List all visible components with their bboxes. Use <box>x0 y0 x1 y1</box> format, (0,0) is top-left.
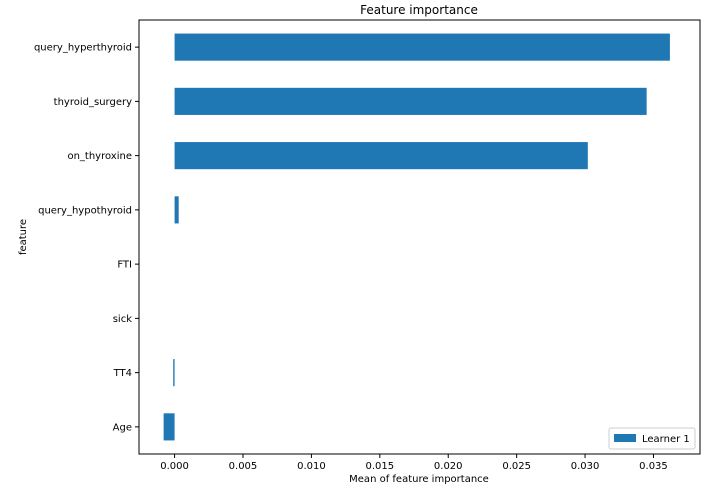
x-tick-label: 0.000 <box>160 461 189 472</box>
bar-TT4 <box>173 359 175 387</box>
bar-on_thyroxine <box>174 142 588 170</box>
x-tick-label: 0.025 <box>502 461 531 472</box>
x-tick-label: 0.015 <box>365 461 394 472</box>
y-tick-label: query_hyperthyroid <box>34 43 132 54</box>
y-tick-label: thyroid_surgery <box>54 97 132 108</box>
legend-label: Learner 1 <box>642 434 690 445</box>
y-tick-label: FTI <box>117 260 132 271</box>
chart-title: Feature importance <box>360 3 478 17</box>
legend-box <box>608 427 696 450</box>
y-axis-ticks: query_hyperthyroid thyroid_surgery on_thyr… <box>34 43 139 433</box>
bar-thyroid_surgery <box>174 87 647 115</box>
plot-frame <box>138 19 701 455</box>
x-tick-label: 0.010 <box>297 461 326 472</box>
x-axis-ticks: 0.000 0.005 0.010 0.015 0.020 0.025 0.030 0.035 <box>160 454 668 472</box>
bars-group <box>163 33 670 441</box>
legend-swatch <box>614 434 636 442</box>
x-axis-label: Mean of feature importance <box>349 474 489 485</box>
y-tick-label: sick <box>113 314 132 325</box>
x-tick-label: 0.030 <box>571 461 600 472</box>
bar-Age <box>163 413 175 441</box>
x-tick-label: 0.005 <box>229 461 258 472</box>
y-tick-label: TT4 <box>113 368 132 379</box>
x-tick-label: 0.035 <box>639 461 668 472</box>
y-tick-label: on_thyroxine <box>67 151 132 162</box>
y-tick-label: Age <box>113 422 132 433</box>
legend: Learner 1 <box>608 427 696 450</box>
y-tick-label: query_hypothyroid <box>38 205 132 216</box>
bar-query_hypothyroid <box>174 196 179 224</box>
bar-query_hyperthyroid <box>174 33 670 61</box>
y-axis-label: feature <box>18 219 29 255</box>
x-tick-label: 0.020 <box>434 461 463 472</box>
